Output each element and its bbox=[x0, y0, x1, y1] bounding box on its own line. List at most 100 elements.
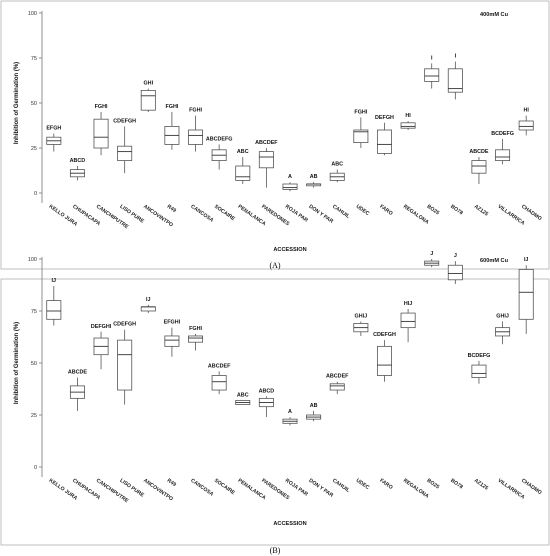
panel-a-box-body bbox=[400, 122, 416, 129]
panel-a-category-label: BO78 bbox=[449, 204, 464, 217]
panel-a-box-3: FGHI bbox=[93, 104, 109, 156]
panel-b-label: (B) bbox=[270, 546, 281, 555]
panel-b-group-letter: HIJ bbox=[404, 301, 412, 307]
panel-b-group-letter: GHIJ bbox=[496, 313, 509, 319]
panel-a-chart: 400mM Cu (A) 0 25 50 75 100 Inhibition of Ger… bbox=[0, 0, 550, 270]
panel-a-box-body bbox=[188, 129, 204, 145]
panel-b-group-letter: IJ bbox=[146, 297, 151, 303]
panel-b-category-label: CANCOSA bbox=[189, 478, 214, 498]
panel-a-group-letter: AB bbox=[310, 174, 318, 180]
panel-b-box-14: GHIJ bbox=[353, 313, 369, 336]
panel-a-box-body bbox=[353, 129, 369, 143]
panel-b-box-1: IJ bbox=[46, 278, 62, 326]
panel-a-box-16: HI bbox=[400, 113, 416, 130]
panel-a-box-body bbox=[140, 90, 156, 111]
panel-b-category-label: CAHUIL bbox=[331, 478, 351, 495]
panel-a-box-body bbox=[235, 165, 251, 181]
panel-b-chart: 600mM Cu (B) 0 25 50 75 100 Inhibition of Ger… bbox=[0, 251, 550, 555]
panel-a-group-letter: FGHI bbox=[95, 104, 108, 110]
panel-a-y-axis-title: Inhibition of Germination (%) bbox=[14, 62, 20, 144]
panel-a-category-label: BO25 bbox=[426, 204, 441, 217]
panel-a-category-label: DON Y PAR bbox=[307, 204, 334, 225]
panel-b-box-body bbox=[518, 268, 534, 320]
panel-a-box-9: ABC bbox=[235, 149, 251, 184]
panel-a-box-13: ABC bbox=[329, 162, 345, 183]
panel-b-group-letter: CDEFGH bbox=[373, 332, 396, 338]
panel-b-box-21: IJ bbox=[518, 257, 534, 334]
panel-b-box-body bbox=[164, 335, 180, 347]
panel-b-box-body bbox=[117, 339, 133, 391]
panel-a-box-body bbox=[258, 151, 274, 169]
panel-a-box-17: I bbox=[424, 55, 440, 89]
panel-a-box-7: FGHI bbox=[188, 108, 204, 152]
panel-b-group-letter: CDEFGH bbox=[113, 322, 136, 328]
panel-b-box-9: ABC bbox=[235, 392, 251, 406]
panel-a-category-label: FARO bbox=[378, 204, 393, 217]
panel-b-box-16: HIJ bbox=[400, 301, 416, 343]
panel-a-box-21: HI bbox=[518, 108, 534, 136]
panel-a-group-letter: I bbox=[455, 54, 457, 60]
panel-a-box-body bbox=[518, 120, 534, 131]
panel-a-y-tick-label: 0 bbox=[34, 191, 37, 197]
panel-a-category-label: CANCOSA bbox=[189, 204, 214, 224]
panel-a-box-18: I bbox=[447, 54, 463, 100]
panel-a-group-letter: ABC bbox=[331, 162, 343, 168]
panel-b-box-18: J bbox=[447, 253, 463, 284]
panel-b-box-6: EFGHI bbox=[164, 320, 181, 357]
panel-b-box-2: ABCDE bbox=[68, 370, 87, 411]
panel-a-box-body bbox=[424, 68, 440, 82]
panel-b-group-letter: EFGHI bbox=[164, 320, 181, 326]
panel-b-group-letter: J bbox=[430, 251, 433, 257]
panel-a-group-letter: A bbox=[288, 174, 292, 180]
panel-b-x-axis-title: ACCESSION bbox=[273, 521, 306, 527]
panel-b-box-13: ABCDEF bbox=[326, 374, 349, 395]
panel-a-box-8: ABCDEFG bbox=[206, 136, 232, 170]
panel-b-category-label: AZ125 bbox=[473, 478, 489, 492]
panel-b-group-letter: FGHI bbox=[189, 326, 202, 332]
panel-a-group-letter: FGHI bbox=[354, 109, 367, 115]
panel-b-box-body bbox=[329, 383, 345, 391]
panel-b-group-letter: ABCDEF bbox=[326, 374, 349, 380]
panel-b-box-17: J bbox=[424, 251, 440, 268]
panel-a-category-label: CAHUIL bbox=[331, 204, 351, 221]
panel-a-label: (A) bbox=[269, 261, 280, 270]
panel-b-frame bbox=[0, 278, 550, 546]
panel-a-group-letter: ABC bbox=[237, 149, 249, 155]
panel-b-group-letter: ABCDEF bbox=[208, 363, 231, 369]
panel-a-box-10: ABCDEF bbox=[255, 140, 278, 188]
panel-a-category-label: UDEC bbox=[355, 204, 371, 217]
panel-b-box-body bbox=[188, 335, 204, 343]
panel-b-group-letter: DEFGHI bbox=[91, 324, 112, 330]
panel-b-box-body bbox=[471, 364, 487, 378]
panel-a-box-20: BCDEFG bbox=[491, 131, 514, 165]
panel-b-category-label: R49 bbox=[166, 478, 177, 488]
panel-a-group-letter: ABCD bbox=[70, 158, 86, 164]
panel-b-box-5: IJ bbox=[140, 297, 156, 314]
panel-b-box-body bbox=[140, 306, 156, 312]
panel-b-category-label: DON Y PAR bbox=[307, 478, 334, 499]
panel-b-y-tick-label: 75 bbox=[31, 309, 37, 315]
panel-a-group-letter: BCDEFG bbox=[491, 131, 514, 137]
panel-b-y-axis-title: Inhibition of Germination (%) bbox=[14, 322, 20, 404]
panel-b-group-letter: IJ bbox=[524, 257, 529, 263]
panel-a-group-letter: CDEFGH bbox=[113, 118, 136, 124]
panel-b-box-10: ABCD bbox=[259, 388, 274, 418]
panel-a-group-letter: GHI bbox=[143, 81, 153, 87]
panel-a-x-axis-title: ACCESSION bbox=[273, 247, 306, 253]
panel-b-box-19: BCDEFG bbox=[468, 353, 491, 384]
panel-b-y-tick-label: 25 bbox=[31, 413, 37, 419]
panel-b-group-letter: AB bbox=[310, 403, 318, 409]
panel-a-annotation: 400mM Cu bbox=[480, 12, 509, 18]
panel-b-group-letter: BCDEFG bbox=[468, 353, 491, 359]
panel-b-box-body bbox=[400, 312, 416, 329]
panel-b-box-body bbox=[46, 300, 62, 320]
panel-a-box-6: FGHI bbox=[164, 104, 180, 150]
panel-a-box-body bbox=[376, 129, 392, 154]
panel-b-group-letter: GHIJ bbox=[355, 313, 368, 319]
panel-b-y-tick-label: 0 bbox=[34, 465, 37, 471]
panel-a-group-letter: DEFGH bbox=[375, 115, 394, 121]
panel-a-box-body bbox=[117, 145, 133, 161]
panel-a-box-body bbox=[447, 68, 463, 93]
panel-a-y-tick-label: 100 bbox=[28, 11, 37, 17]
panel-a-box-1: EFGH bbox=[46, 126, 61, 152]
